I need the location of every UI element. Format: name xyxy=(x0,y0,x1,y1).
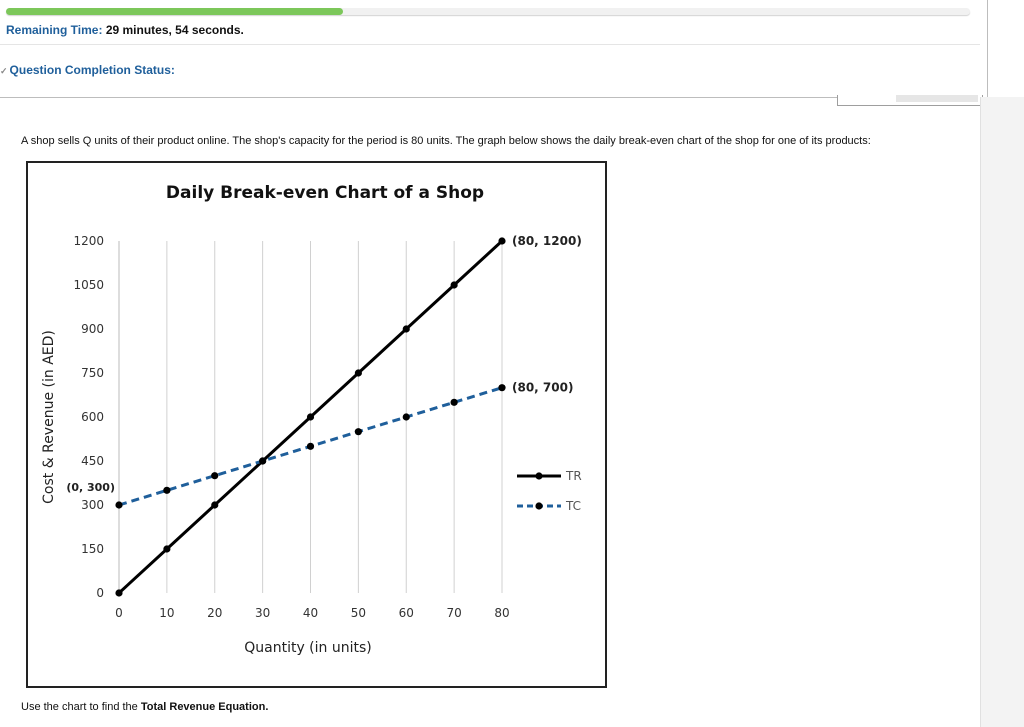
remaining-time-value: 29 minutes, 54 seconds. xyxy=(105,23,244,37)
y-tick-label: 0 xyxy=(96,586,104,600)
data-point-tr xyxy=(115,589,123,597)
expand-arrow-icon[interactable]: ✓ xyxy=(0,66,8,76)
time-progress-bar xyxy=(6,8,970,15)
y-axis-label: Cost & Revenue (in AED) xyxy=(41,330,57,504)
data-point-tc xyxy=(163,486,171,494)
y-tick-label: 1200 xyxy=(73,234,104,248)
data-point-tc xyxy=(115,501,123,509)
y-tick-label: 300 xyxy=(81,498,104,512)
data-point-tr xyxy=(354,369,362,377)
data-point-tc xyxy=(306,442,315,450)
instruction-prefix: Use the chart to find the xyxy=(21,701,141,713)
point-annotation: (80, 1200) xyxy=(512,234,582,248)
y-tick-label: 1050 xyxy=(73,278,104,292)
legend-marker-tr xyxy=(535,472,543,480)
question-text: A shop sells Q units of their product on… xyxy=(21,135,871,147)
data-point-tr xyxy=(211,501,219,509)
instruction-text: Use the chart to find the Total Revenue … xyxy=(21,701,268,713)
remaining-time-label: Remaining Time: xyxy=(6,23,103,37)
point-annotation: (80, 700) xyxy=(512,381,573,395)
x-tick-label: 50 xyxy=(351,606,366,620)
data-point-tr xyxy=(450,281,458,289)
status-panel: Remaining Time: 29 minutes, 54 seconds. … xyxy=(0,0,988,98)
y-tick-label: 900 xyxy=(81,322,104,336)
collapse-tab[interactable] xyxy=(837,95,983,106)
x-tick-label: 30 xyxy=(255,606,270,620)
divider xyxy=(0,44,980,45)
data-point-tc xyxy=(450,398,458,406)
data-point-tc xyxy=(498,384,506,392)
data-point-tc xyxy=(211,472,219,480)
data-point-tr xyxy=(402,325,410,333)
break-even-chart: Daily Break-even Chart of a Shop 0 150 300 4… xyxy=(26,161,607,688)
point-annotation: (0, 300) xyxy=(66,481,115,494)
question-completion-status[interactable]: ✓ Question Completion Status: xyxy=(0,63,175,77)
remaining-time: Remaining Time: 29 minutes, 54 seconds. xyxy=(6,23,244,37)
data-point-tr xyxy=(163,545,171,553)
chart-title: Daily Break-even Chart of a Shop xyxy=(166,183,484,203)
legend-marker-tc xyxy=(535,502,543,510)
data-point-tc xyxy=(259,457,267,465)
data-point-tc xyxy=(354,428,362,436)
page-scrollbar[interactable] xyxy=(980,97,1024,727)
legend-label-tc: TC xyxy=(565,499,581,513)
x-tick-label: 70 xyxy=(446,606,461,620)
x-tick-label: 10 xyxy=(159,606,174,620)
time-progress-fill xyxy=(6,8,344,15)
x-tick-label: 80 xyxy=(494,606,509,620)
y-tick-label: 150 xyxy=(81,542,104,556)
y-tick-label: 600 xyxy=(81,410,104,424)
collapse-tab-handle[interactable] xyxy=(896,95,978,102)
x-tick-label: 0 xyxy=(115,606,123,620)
x-tick-label: 40 xyxy=(303,606,318,620)
y-tick-label: 750 xyxy=(81,366,104,380)
data-point-tr xyxy=(498,237,506,245)
y-tick-label: 450 xyxy=(81,454,104,468)
chart-svg: Daily Break-even Chart of a Shop01503004… xyxy=(41,183,582,656)
instruction-bold: Total Revenue Equation. xyxy=(140,701,269,713)
x-tick-label: 60 xyxy=(399,606,414,620)
data-point-tr xyxy=(306,413,315,421)
completion-label: Question Completion Status: xyxy=(9,63,175,77)
x-tick-label: 20 xyxy=(207,606,222,620)
legend-label-tr: TR xyxy=(565,469,582,483)
data-point-tc xyxy=(402,413,410,421)
x-axis-label: Quantity (in units) xyxy=(244,640,372,656)
